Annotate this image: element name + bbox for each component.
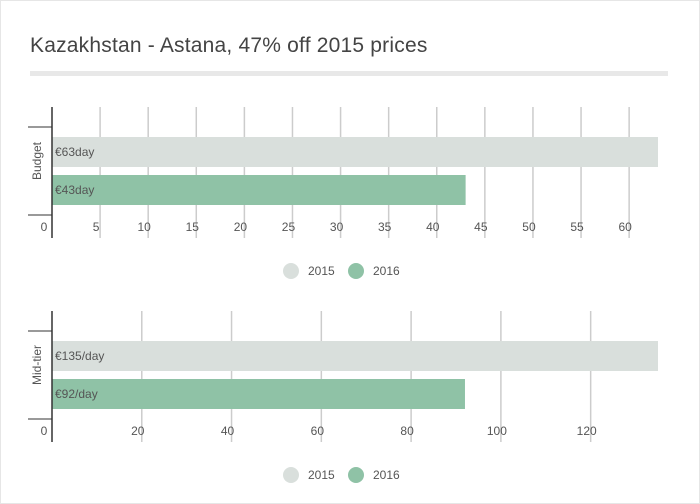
- tick-label: 20: [234, 220, 248, 234]
- legend-label-2015: 2015: [308, 264, 335, 278]
- tick-label: 120: [577, 424, 597, 438]
- tick-label: 15: [186, 220, 200, 234]
- legend-item-2015[interactable]: 2015: [283, 465, 335, 485]
- legend-label-2016: 2016: [373, 468, 400, 482]
- legend-item-2016[interactable]: 2016: [348, 261, 400, 281]
- bar-2016: [52, 175, 466, 205]
- legend-swatch-2016: [348, 263, 364, 279]
- legend-item-2016[interactable]: 2016: [348, 465, 400, 485]
- bar-2016: [52, 379, 465, 409]
- tick-label: 80: [400, 424, 414, 438]
- title-divider: [30, 71, 668, 76]
- tick-label: 20: [131, 424, 145, 438]
- mid-tier-chart: €135/day €92/day Mid-tier 0 20 40 60 80 100 120: [28, 311, 658, 442]
- tick-label: 60: [618, 220, 632, 234]
- legend-swatch-2015: [283, 467, 299, 483]
- budget-chart: €63day €43day Budget 0 5 10 15 20 25 30 35 40 45 50 55…: [28, 107, 658, 238]
- legend-swatch-2015: [283, 263, 299, 279]
- tick-label: 55: [570, 220, 584, 234]
- bar-label-2015: €63day: [55, 145, 94, 159]
- tick-label: 0: [41, 424, 48, 438]
- tick-label: 40: [221, 424, 235, 438]
- tick-label: 35: [378, 220, 392, 234]
- budget-legend: 2015 2016: [0, 261, 700, 281]
- category-label: Budget: [30, 141, 44, 180]
- chart-title: Kazakhstan - Astana, 47% off 2015 prices: [30, 34, 428, 57]
- legend-swatch-2016: [348, 467, 364, 483]
- bar-2015: [52, 137, 658, 167]
- legend-label-2015: 2015: [308, 468, 335, 482]
- category-label: Mid-tier: [30, 345, 44, 385]
- legend-item-2015[interactable]: 2015: [283, 261, 335, 281]
- tick-label: 0: [41, 220, 48, 234]
- bar-label-2015: €135/day: [55, 349, 104, 363]
- tick-label: 5: [93, 220, 100, 234]
- tick-label: 50: [522, 220, 536, 234]
- tick-label: 45: [474, 220, 488, 234]
- mid-tier-legend: 2015 2016: [0, 465, 700, 485]
- tick-label: 30: [330, 220, 344, 234]
- bar-2015: [52, 341, 658, 371]
- tick-label: 40: [426, 220, 440, 234]
- legend-label-2016: 2016: [373, 264, 400, 278]
- tick-label: 25: [282, 220, 296, 234]
- tick-label: 60: [311, 424, 325, 438]
- bar-label-2016: €43day: [55, 183, 94, 197]
- tick-label: 10: [138, 220, 152, 234]
- tick-label: 100: [487, 424, 507, 438]
- bar-label-2016: €92/day: [55, 387, 98, 401]
